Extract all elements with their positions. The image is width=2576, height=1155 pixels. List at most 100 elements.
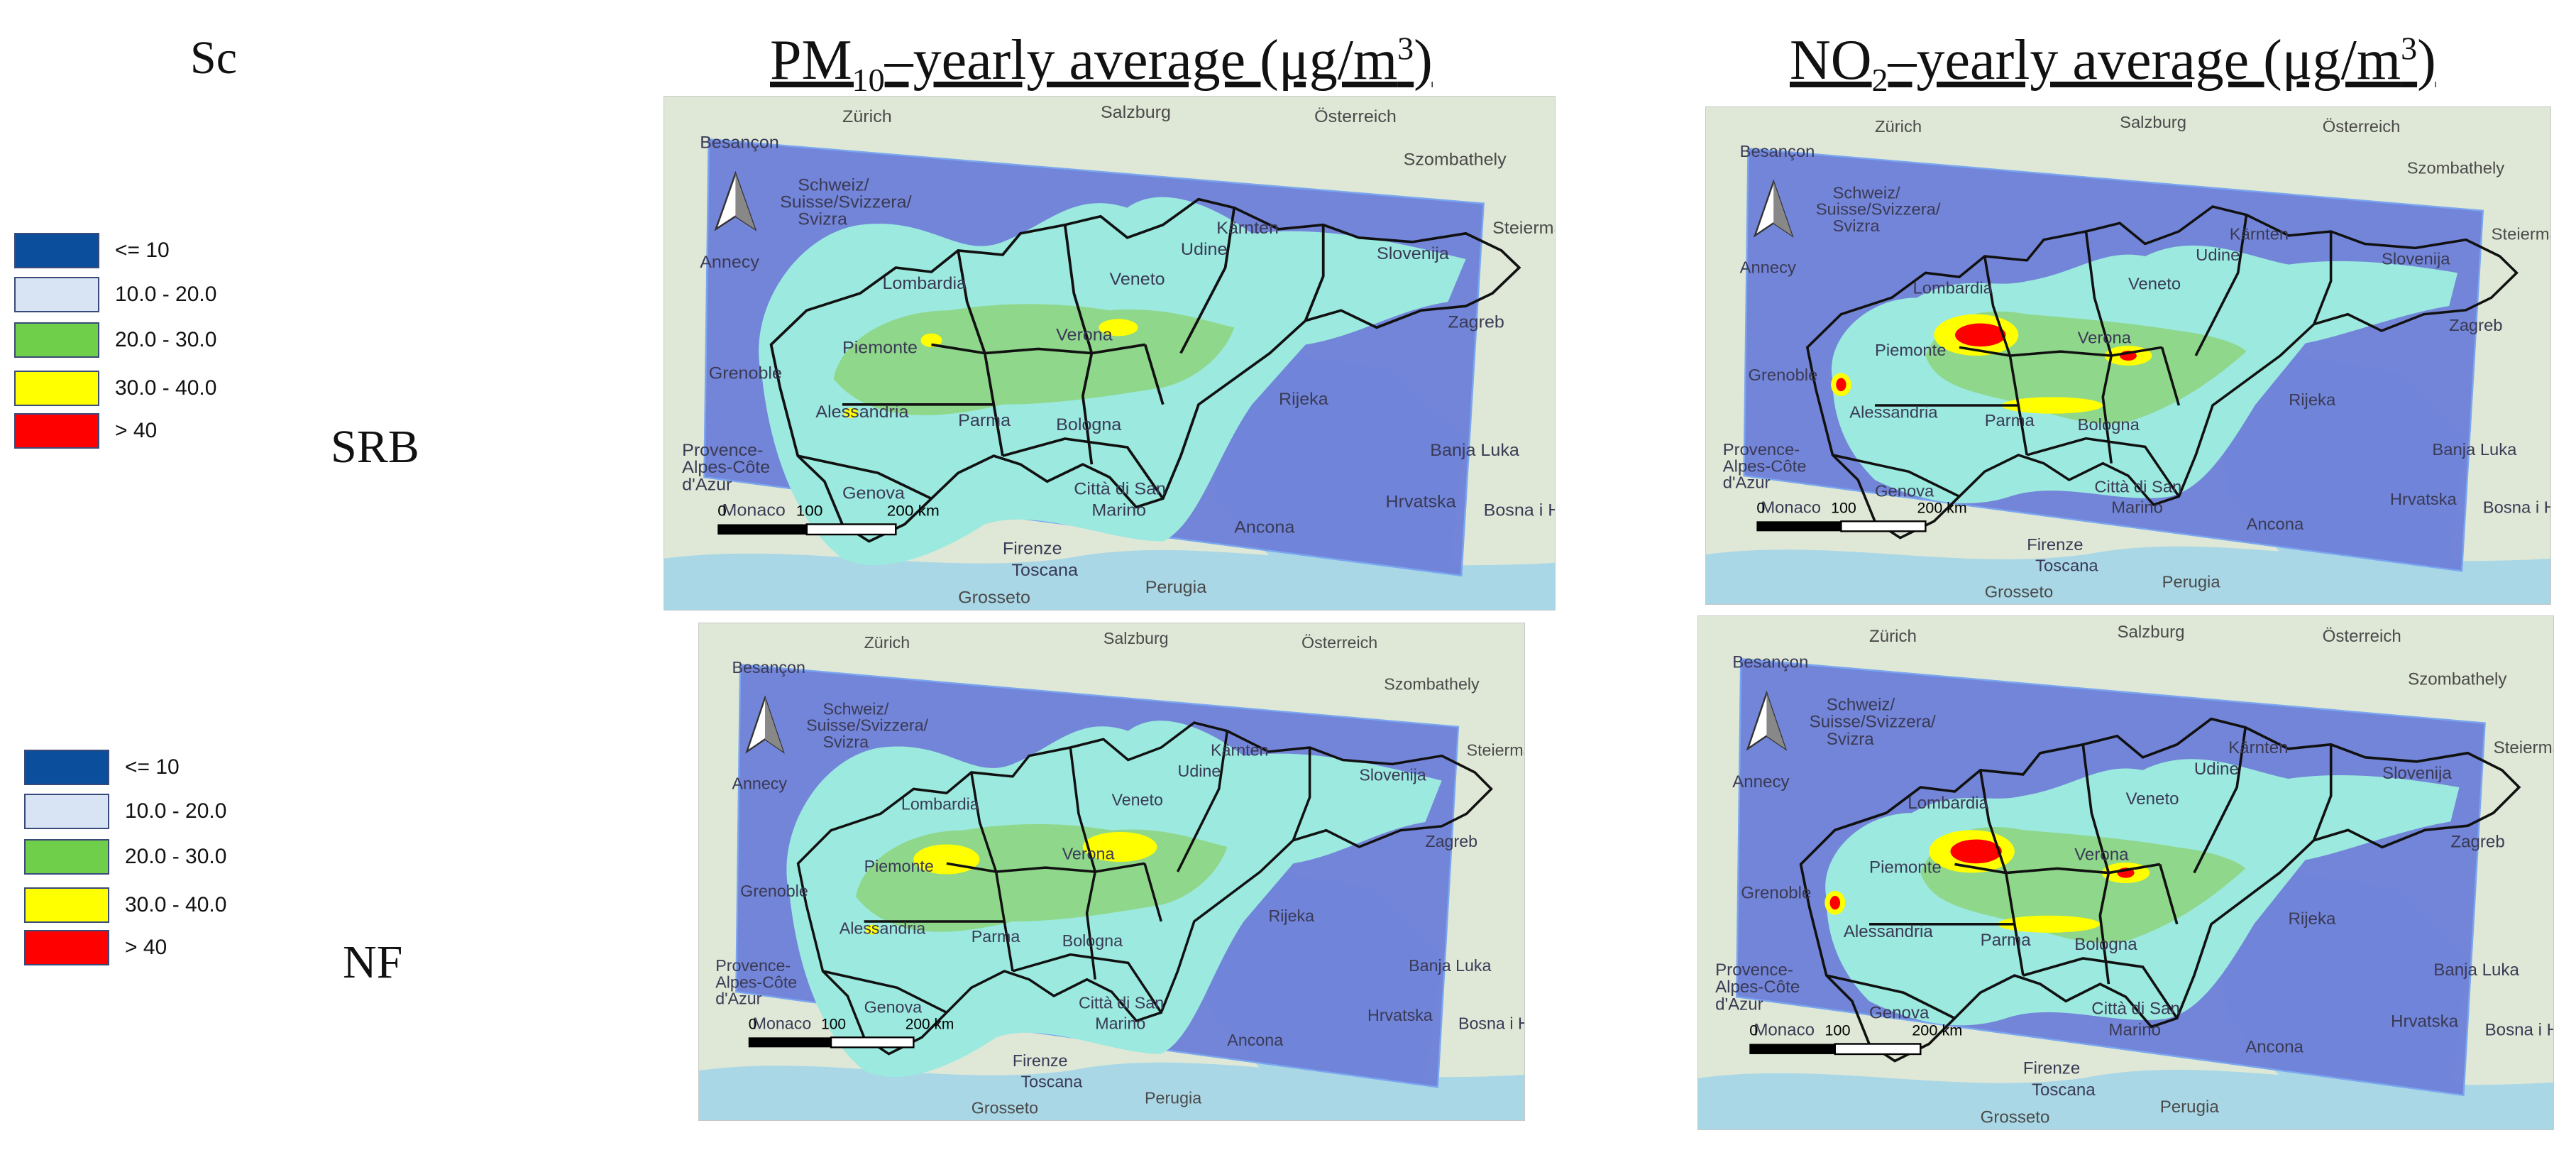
place-label: Bosna i H (2483, 498, 2550, 517)
place-label: Bosna i H (2485, 1020, 2553, 1039)
place-label: Udine (1178, 762, 1221, 780)
legend-label: 10.0 - 20.0 (125, 799, 227, 823)
place-label: Perugia (1145, 578, 1207, 596)
scale-bar: 0 100 200 km (717, 502, 940, 536)
place-label: Alessandria (815, 403, 908, 421)
place-label: Hrvatska (2391, 1012, 2459, 1031)
legend-swatch (24, 794, 109, 829)
domain-labels: Lombardia Piemonte Alessandria Verona Parma B… (682, 133, 1555, 580)
place-label: Veneto (1110, 270, 1165, 289)
place-label: Szombathely (1384, 674, 1480, 693)
place-label: Udine (2194, 760, 2239, 779)
legend-label: 10.0 - 20.0 (115, 283, 217, 306)
map-svg: Zürich Salzburg Österreich Szombathely Steie… (699, 623, 1524, 1120)
legend-top: <= 10 10.0 - 20.0 20.0 - 30.0 30.0 - 40.… (14, 231, 298, 458)
model-domain (703, 138, 1521, 577)
legend-item: <= 10 (24, 748, 180, 787)
row-label-srb: SRB (331, 421, 419, 473)
legend-swatch (24, 839, 109, 875)
place-label: Udine (1181, 240, 1228, 258)
place-label: Piemonte (1875, 341, 1946, 359)
place-label: d'Azur (1723, 474, 1771, 492)
legend-label: <= 10 (115, 239, 170, 262)
scale-label: 100 (1824, 1021, 1850, 1039)
scale-label: 100 (821, 1017, 846, 1033)
legend-item: 20.0 - 30.0 (24, 837, 226, 877)
place-label: Toscana (1011, 561, 1078, 579)
place-label: Besançon (1732, 652, 1808, 672)
place-label: Zagreb (2449, 316, 2502, 334)
row-label-nf: NF (343, 936, 403, 988)
legend-item: > 40 (24, 928, 167, 968)
place-label: Monaco (753, 1014, 812, 1033)
place-label: Steiermark (1467, 741, 1524, 760)
place-label: Zürich (842, 108, 892, 126)
legend-swatch (14, 277, 99, 312)
place-label: Grosseto (1985, 583, 2053, 601)
place-label: Toscana (1021, 1072, 1083, 1090)
place-label: Lombardia (882, 275, 967, 293)
place-label: Toscana (2035, 557, 2098, 575)
place-label: Besançon (1740, 142, 1815, 160)
place-label: Schweiz/ (798, 176, 869, 195)
place-label: Verona (1056, 326, 1113, 344)
north-arrow-icon (714, 170, 757, 231)
place-label: Veneto (2126, 789, 2179, 809)
map-svg: Zürich Salzburg Österreich Szombathely Steie… (1698, 616, 2553, 1129)
place-label: Kärnten (2228, 738, 2288, 757)
place-label: Szombathely (2408, 669, 2506, 689)
place-label: Svizra (1833, 217, 1881, 235)
place-label: d'Azur (715, 990, 761, 1008)
scale-label: 200 km (887, 502, 940, 519)
place-label: Szombathely (1404, 150, 1507, 169)
place-label: Banja Luka (1409, 956, 1491, 975)
place-label: Steiermark (2494, 738, 2553, 757)
place-label: Genova (842, 484, 905, 503)
place-label: Suisse/Svizzera/ (1816, 200, 1941, 219)
legend-label: 30.0 - 40.0 (125, 893, 227, 916)
place-label: Banja Luka (2433, 960, 2519, 980)
place-label: Monaco (1754, 1020, 1815, 1039)
place-label: Alpes-Côte (1715, 978, 1800, 997)
place-label: Slovenija (1359, 766, 1426, 784)
scale-label: 200 km (1917, 500, 1967, 517)
place-label: Firenze (1013, 1051, 1068, 1070)
place-label: Svizra (822, 733, 869, 751)
legend-label: 30.0 - 40.0 (115, 376, 217, 400)
place-label: Marino (1091, 501, 1146, 520)
legend-swatch (14, 322, 99, 358)
place-label: Alpes-Côte (715, 973, 797, 991)
north-arrow-icon (1746, 690, 1788, 751)
scale-bar: 0 100 200 km (1756, 500, 1967, 532)
place-label: Österreich (2323, 117, 2401, 136)
place-label: Grosseto (958, 589, 1030, 607)
place-label: Genova (1875, 482, 1934, 500)
place-label: Bologna (1062, 931, 1123, 950)
model-domain (1743, 148, 2519, 572)
place-label: Zagreb (1448, 313, 1504, 332)
legend-item: 20.0 - 30.0 (14, 320, 216, 360)
place-label: Salzburg (1103, 629, 1169, 647)
no2-column-title: NO2–yearly average (μg/m3) (1790, 29, 2436, 98)
place-label: Rijeka (1268, 907, 1314, 925)
place-label: Marino (1095, 1014, 1145, 1033)
place-label: Grenoble (740, 882, 808, 900)
legend-item: 30.0 - 40.0 (14, 368, 216, 408)
place-label: Suisse/Svizzera/ (806, 716, 928, 735)
place-label: Banja Luka (2432, 440, 2517, 459)
place-label: Rijeka (2288, 909, 2336, 929)
domain-labels: Lombardia Piemonte Alessandria Verona Parma B… (1723, 142, 2550, 574)
legend-label: > 40 (115, 419, 158, 442)
place-label: Steiermark (2492, 225, 2550, 243)
red-band (1829, 839, 2135, 910)
place-label: Besançon (700, 133, 779, 152)
place-label: Zürich (1869, 627, 1917, 646)
scale-label: 100 (796, 502, 823, 519)
scale-label: 0 (1749, 1021, 1758, 1039)
place-label: Ancona (2247, 515, 2305, 533)
place-label: Genova (864, 997, 922, 1016)
place-label: Provence- (1723, 440, 1800, 459)
place-label: Perugia (1145, 1089, 1201, 1107)
place-label: Piemonte (1869, 858, 1942, 877)
legend-swatch (14, 413, 99, 449)
